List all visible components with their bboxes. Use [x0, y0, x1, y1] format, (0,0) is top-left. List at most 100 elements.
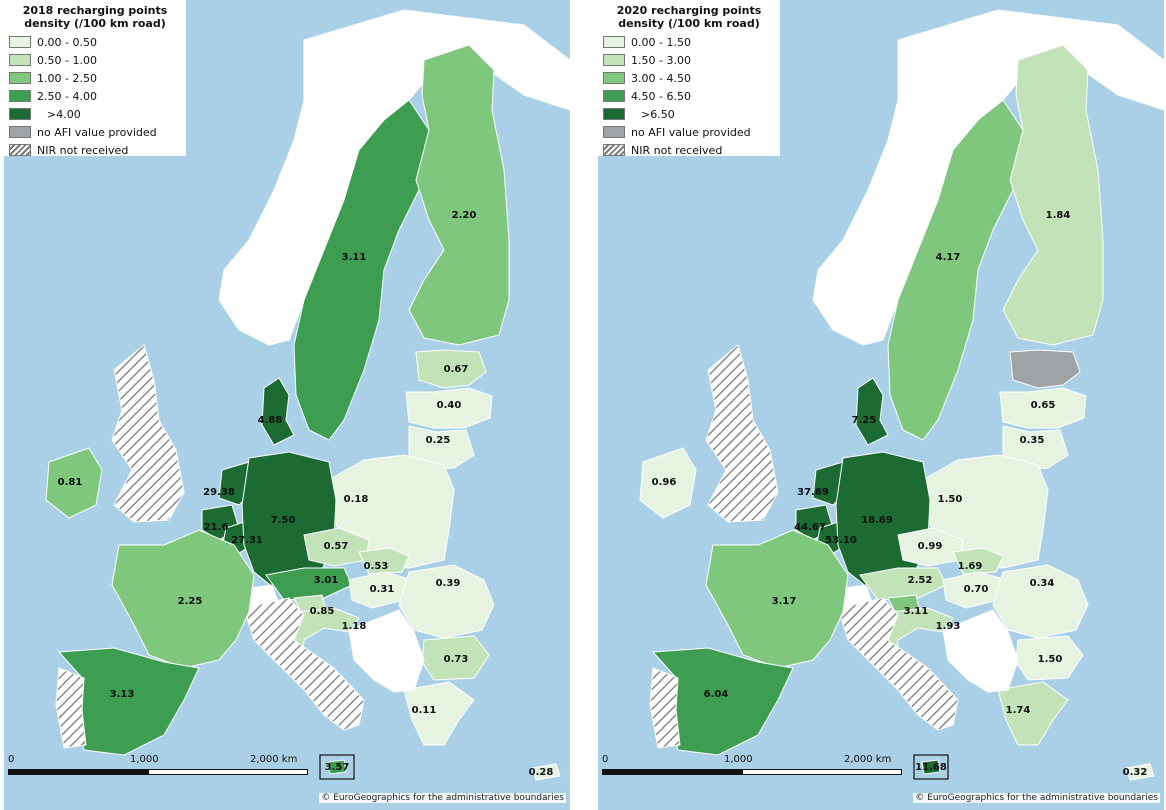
legend-label: no AFI value provided	[37, 125, 157, 139]
region-denmark	[261, 377, 295, 446]
legend-item: NIR not received	[4, 141, 186, 159]
value-label-estonia: 0.67	[444, 364, 469, 375]
legend-label: 0.00 - 1.50	[631, 35, 691, 49]
region-malta	[327, 759, 347, 775]
region-balkans	[942, 609, 1019, 693]
legend-label: >4.00	[47, 107, 81, 121]
value-label-netherlands: 37.69	[797, 487, 829, 498]
region-cyprus	[531, 763, 561, 781]
region-finland	[408, 44, 510, 346]
legend-swatch	[9, 54, 31, 66]
value-label-sweden: 4.17	[936, 252, 961, 263]
choropleth-map-2018: 2.20 3.11 0.67 0.40 0.25 4.88 0.81 29.38 21.627.…	[4, 0, 570, 810]
value-label-bulgaria: 1.50	[1038, 654, 1063, 665]
scale-bar	[602, 769, 902, 776]
value-label-netherlands: 29.38	[203, 487, 235, 498]
legend-label: 2.50 - 4.00	[37, 89, 97, 103]
value-label-finland: 1.84	[1046, 210, 1071, 221]
value-label-luxembourg: 27.31	[231, 535, 263, 546]
legend-item: >4.00	[4, 105, 186, 123]
region-greece	[997, 681, 1069, 746]
scale-label-zero: 0	[8, 754, 15, 765]
region-estonia	[415, 349, 487, 389]
value-label-slovakia: 1.69	[958, 561, 983, 572]
value-label-latvia: 0.65	[1031, 400, 1056, 411]
legend-swatch	[603, 126, 625, 138]
region-uk	[111, 344, 185, 523]
legend-label: 4.50 - 6.50	[631, 89, 691, 103]
value-label-lithuania: 0.25	[426, 435, 451, 446]
region-portugal	[55, 667, 87, 749]
value-label-bulgaria: 0.73	[444, 654, 469, 665]
region-portugal	[649, 667, 681, 749]
region-sweden	[887, 99, 1024, 441]
value-label-germany: 18.69	[861, 515, 893, 526]
value-label-slovenia: 0.85	[310, 606, 335, 617]
value-label-poland: 0.18	[344, 494, 369, 505]
scale-label-end: 2,000 km	[844, 754, 892, 765]
value-label-spain: 6.04	[704, 689, 729, 700]
region-france	[111, 529, 255, 669]
legend-2018: 2018 recharging points density (/100 km …	[4, 0, 186, 159]
region-cyprus	[1125, 763, 1155, 781]
value-label-cyprus: 0.32	[1123, 767, 1148, 778]
scale-bar	[8, 769, 308, 776]
value-label-austria: 2.52	[908, 575, 933, 586]
legend-swatch	[9, 108, 31, 120]
value-label-lithuania: 0.35	[1020, 435, 1045, 446]
value-label-sweden: 3.11	[342, 252, 367, 263]
value-label-belgium: 21.6	[204, 522, 229, 533]
value-label-denmark: 4.88	[258, 415, 283, 426]
value-label-greece: 1.74	[1006, 705, 1031, 716]
region-greece	[403, 681, 475, 746]
value-label-croatia: 1.18	[342, 621, 367, 632]
legend-item: 2.50 - 4.00	[4, 87, 186, 105]
copyright-note: © EuroGeographics for the administrative…	[319, 793, 566, 803]
scale-label-mid: 1,000	[724, 754, 753, 765]
value-label-slovenia: 3.11	[904, 606, 929, 617]
malta-inset-box	[913, 754, 949, 780]
legend-swatch	[603, 144, 625, 156]
legend-label: 1.00 - 2.50	[37, 71, 97, 85]
legend-item: 4.50 - 6.50	[598, 87, 780, 105]
legend-item: 1.00 - 2.50	[4, 69, 186, 87]
legend-label: 0.50 - 1.00	[37, 53, 97, 67]
legend-swatch	[9, 126, 31, 138]
legend-swatch	[603, 90, 625, 102]
legend-swatch	[9, 90, 31, 102]
region-denmark	[855, 377, 889, 446]
legend-2020: 2020 recharging points density (/100 km …	[598, 0, 780, 159]
legend-label: 3.00 - 4.50	[631, 71, 691, 85]
region-slovakia	[952, 547, 1004, 575]
value-label-belgium: 44.67	[794, 522, 826, 533]
legend-swatch	[603, 54, 625, 66]
region-latvia	[405, 387, 493, 429]
legend-item: NIR not received	[598, 141, 780, 159]
legend-swatch	[9, 72, 31, 84]
legend-swatch	[603, 108, 625, 120]
map-panel-2020: 1.84 4.17 0.65 0.35 7.25 0.96 37.69 44.67 53.10 1…	[598, 0, 1164, 810]
value-label-austria: 3.01	[314, 575, 339, 586]
legend-item: 0.00 - 1.50	[598, 33, 780, 51]
legend-label: NIR not received	[631, 143, 723, 157]
legend-item: no AFI value provided	[4, 123, 186, 141]
region-estonia	[1009, 349, 1081, 389]
region-france	[705, 529, 849, 669]
region-malta	[921, 759, 941, 775]
region-balkans	[348, 609, 425, 693]
legend-title: 2020 recharging points density (/100 km …	[616, 4, 762, 30]
value-label-denmark: 7.25	[852, 415, 877, 426]
legend-swatch	[9, 144, 31, 156]
value-label-ireland: 0.96	[652, 477, 677, 488]
value-label-germany: 7.50	[271, 515, 296, 526]
legend-label: >6.50	[641, 107, 675, 121]
value-label-romania: 0.39	[436, 578, 461, 589]
region-sweden	[293, 99, 430, 441]
scale-label-zero: 0	[602, 754, 609, 765]
value-label-greece: 0.11	[412, 705, 437, 716]
value-label-hungary: 0.31	[370, 584, 395, 595]
legend-label: NIR not received	[37, 143, 129, 157]
value-label-ireland: 0.81	[58, 477, 83, 488]
value-label-slovakia: 0.53	[364, 561, 389, 572]
scale-label-end: 2,000 km	[250, 754, 298, 765]
